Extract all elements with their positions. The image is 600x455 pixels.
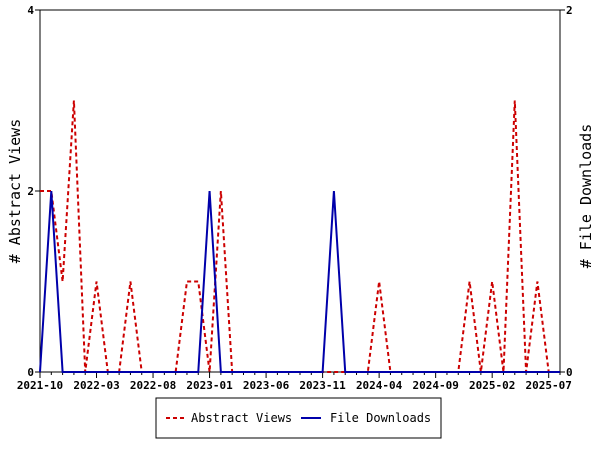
x-tick-label: 2023-01 [186,379,233,392]
legend-box [155,397,442,439]
x-tick-label: 2025-02 [469,379,515,392]
plot-area [39,9,561,373]
y-right-tick-label: 0 [566,366,573,379]
y-axis-left-title: # Abstract Views [6,119,24,264]
legend-label-abstract-views: Abstract Views [191,411,292,425]
x-axis-ticks: 2021-10 2022-03 2022-08 2023-01 2023-06 2023-… [17,372,572,392]
y-axis-ticks: 0 2 4 0 2 [27,4,572,379]
x-tick-label: 2021-10 [17,379,63,392]
plot-frame [39,9,561,373]
y-axis-right-title: # File Downloads [577,124,595,269]
y-right-tick-label: 2 [566,4,573,17]
x-tick-label: 2024-04 [356,379,403,392]
x-tick-label: 2022-08 [130,379,176,392]
x-tick-label: 2023-06 [243,379,290,392]
legend-label-file-downloads: File Downloads [330,411,431,425]
x-tick-label: 2025-07 [526,379,572,392]
x-tick-label: 2024-09 [412,379,458,392]
x-tick-label: 2023-11 [299,379,346,392]
series-layer [39,100,560,373]
y-left-tick-label: 0 [27,366,34,379]
y-left-tick-label: 4 [27,4,34,17]
x-tick-label: 2022-03 [73,379,119,392]
series-line-file-downloads [39,190,560,373]
legend: Abstract Views File Downloads [155,397,442,439]
y-left-tick-label: 2 [27,185,34,198]
